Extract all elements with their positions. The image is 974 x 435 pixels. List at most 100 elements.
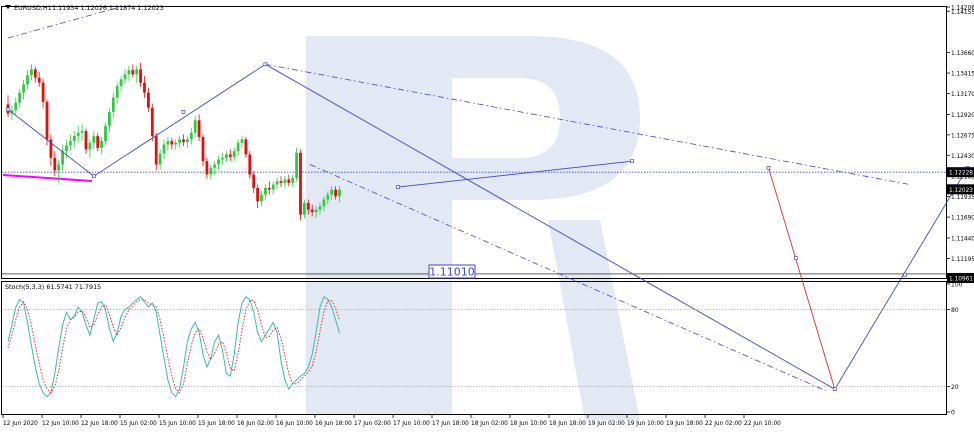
- candle-body: [260, 194, 263, 202]
- watermark-logo: [306, 36, 640, 420]
- upper-channel-left: [7, 6, 121, 39]
- candle-body: [178, 139, 181, 143]
- candle-body: [189, 132, 193, 140]
- time-tick-label: 17 Jun 10:00: [393, 421, 430, 427]
- stochastic-main-line: [7, 296, 340, 398]
- candle-body: [306, 202, 310, 210]
- price-highlight-box: [947, 273, 974, 283]
- candle-body: [232, 151, 236, 157]
- wave-marker: [903, 272, 907, 277]
- candle-body: [248, 154, 252, 175]
- candle-body: [135, 69, 139, 75]
- time-tick-label: 19 Jun 02:00: [588, 421, 625, 427]
- time-tick-label: 17 Jun 02:00: [354, 421, 391, 427]
- candle-body: [111, 97, 115, 112]
- candle-body: [314, 209, 318, 213]
- candle-body: [162, 144, 166, 154]
- stochastic-signal-line: [7, 298, 340, 394]
- wave-marker: [6, 107, 10, 112]
- dropdown-triangle-icon[interactable]: [5, 5, 11, 9]
- candle-body: [174, 142, 178, 145]
- price-tick-label: 1.13415: [951, 72, 974, 78]
- candle-body: [209, 167, 213, 175]
- time-tick-label: 19 Jun 10:00: [627, 421, 664, 427]
- price-tick-label: 1.12675: [951, 133, 974, 139]
- candle-body: [228, 154, 232, 157]
- target-level-label: 1.11010: [429, 266, 475, 279]
- time-tick-label: 15 Jun 10:00: [159, 421, 196, 427]
- candle-body: [291, 177, 295, 183]
- forecast-drop-line: [768, 167, 836, 390]
- candle-body: [334, 189, 337, 197]
- candle-body: [143, 82, 146, 93]
- candle-body: [338, 189, 341, 197]
- candle-body: [330, 189, 334, 195]
- price-tick-label: 1.12185: [951, 174, 974, 180]
- candle-body: [96, 136, 100, 148]
- candle-body: [53, 157, 57, 171]
- candle-body: [18, 92, 22, 103]
- candle-body: [197, 120, 201, 137]
- wave-marker: [396, 185, 400, 189]
- candle-body: [57, 164, 61, 171]
- support-magenta-line: [2, 174, 93, 182]
- time-tick-label: 12 Jun 18:00: [81, 421, 118, 427]
- candle-body: [318, 206, 322, 210]
- time-tick-label: 17 Jun 18:00: [432, 421, 469, 427]
- ohlc-values: 1.11934 1.12026 1.11874 1.12023: [52, 4, 164, 12]
- candle-body: [287, 179, 291, 183]
- time-tick-label: 18 Jun 02:00: [471, 421, 508, 427]
- candle-body: [80, 131, 84, 133]
- candle-body: [45, 101, 49, 140]
- price-tick-label: 1.14206: [951, 6, 974, 12]
- candle-body: [158, 153, 162, 165]
- price-tick-label: 1.11440: [951, 236, 974, 242]
- wave-marker: [91, 174, 96, 179]
- wave-marker: [793, 256, 798, 260]
- price-tick-label: 1.12920: [951, 113, 974, 119]
- time-tick-label: 16 Jun 10:00: [276, 421, 313, 427]
- time-tick-label: 15 Jun 18:00: [198, 421, 235, 427]
- candle-body: [213, 164, 217, 168]
- candle-body: [295, 152, 298, 178]
- time-tick-label: 15 Jun 02:00: [120, 421, 157, 427]
- candle-body: [244, 139, 248, 155]
- stochastic-tick-label: 0: [951, 410, 955, 417]
- candle-body: [61, 151, 64, 165]
- candle-body: [104, 126, 107, 142]
- candle-body: [41, 82, 45, 102]
- candle-body: [76, 132, 80, 137]
- candle-body: [154, 136, 158, 165]
- time-tick-label: 18 Jun 10:00: [510, 421, 547, 427]
- candle-body: [201, 136, 205, 162]
- price-tick-label: 1.11935: [951, 195, 974, 201]
- candle-body: [33, 69, 37, 78]
- candle-body: [322, 199, 326, 207]
- candle-body: [236, 142, 240, 152]
- price-tick-label: 1.11690: [951, 216, 974, 222]
- candle-body: [49, 139, 53, 158]
- wave-marker: [832, 387, 837, 392]
- candle-body: [72, 136, 76, 142]
- candle-body: [267, 187, 271, 190]
- candle-body: [271, 184, 275, 190]
- time-tick-label: 22 Jun 10:00: [744, 421, 781, 427]
- candle-body: [139, 69, 142, 83]
- symbol-label: EURUSD,H1: [14, 4, 52, 12]
- candle-body: [123, 74, 127, 80]
- candle-body: [131, 70, 135, 75]
- wave-trend-line: [7, 63, 836, 390]
- price-tick-label: 1.13660: [951, 51, 974, 57]
- candle-body: [84, 131, 88, 150]
- stochastic-label: Stoch(5,3,3) 61.5741 71.7915: [5, 283, 101, 291]
- wave-marker: [263, 62, 268, 67]
- stochastic-tick-label: 80: [951, 307, 959, 314]
- candle-body: [127, 70, 131, 75]
- candle-body: [221, 157, 224, 160]
- candle-body: [92, 136, 96, 143]
- candle-body: [193, 120, 197, 133]
- price-tick-label: 1.13170: [951, 92, 974, 98]
- candle-body: [303, 202, 306, 215]
- candle-body: [14, 102, 18, 111]
